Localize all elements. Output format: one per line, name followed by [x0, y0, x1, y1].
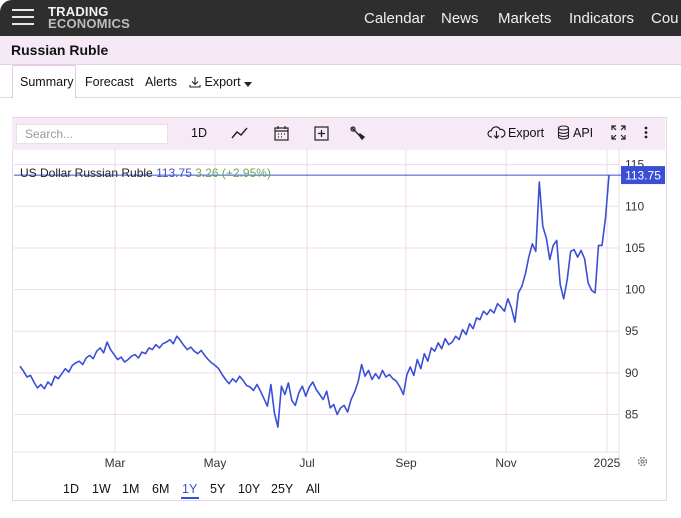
tab-alerts[interactable]: Alerts — [145, 75, 177, 89]
legend-series-name: US Dollar Russian Ruble — [20, 166, 153, 180]
range-1d[interactable]: 1D — [63, 482, 79, 496]
last-value-label: 113.75 — [625, 169, 661, 183]
tab-bar: Summary Forecast Alerts Export — [0, 65, 681, 99]
last-value-badge-bg — [621, 166, 665, 185]
x-tick-label: May — [204, 456, 227, 470]
tab-export-label: Export — [204, 75, 241, 89]
title-bar: Russian Ruble — [0, 36, 681, 65]
y-tick-label: 110 — [625, 199, 644, 213]
legend-price: 113.75 — [156, 166, 192, 180]
calendar-icon[interactable] — [274, 125, 289, 141]
y-tick-label: 105 — [625, 241, 645, 255]
tab-bar-divider — [0, 97, 681, 98]
active-range-underline — [181, 497, 199, 499]
range-25y[interactable]: 25Y — [271, 482, 294, 496]
y-tick-label: 95 — [625, 324, 639, 338]
legend-change: 3.26 (+2.95%) — [195, 166, 271, 180]
wrench-icon[interactable] — [350, 125, 365, 141]
range-1m[interactable]: 1M — [122, 482, 140, 496]
interval-button[interactable]: 1D — [191, 126, 207, 140]
tab-summary-box[interactable] — [12, 65, 76, 99]
trading-economics-logo[interactable]: TRADING ECONOMICS — [48, 4, 130, 31]
tab-forecast[interactable]: Forecast — [85, 75, 134, 89]
range-1y[interactable]: 1Y — [182, 482, 198, 496]
range-6m[interactable]: 6M — [152, 482, 170, 496]
x-axis-labels: Mar May Jul Sep Nov 2025 — [105, 456, 621, 470]
nav-link-countries[interactable]: Cou — [651, 10, 679, 27]
x-tick-label: 2025 — [594, 456, 621, 470]
y-tick-label: 100 — [625, 283, 645, 297]
nav-link-indicators[interactable]: Indicators — [569, 10, 635, 27]
x-tick-label: Sep — [395, 456, 417, 470]
y-tick-label: 90 — [625, 366, 639, 380]
top-navigation-bar: TRADING ECONOMICS Calendar News Markets … — [0, 0, 681, 36]
chart-panel — [12, 117, 667, 501]
cloud-download-icon[interactable] — [487, 125, 506, 140]
tab-export[interactable]: Export — [189, 75, 253, 89]
hamburger-menu-icon[interactable] — [12, 9, 34, 27]
x-tick-label: Nov — [495, 456, 516, 470]
range-10y[interactable]: 10Y — [238, 482, 261, 496]
tab-summary[interactable]: Summary — [20, 75, 74, 89]
grid-lines — [14, 150, 620, 470]
gear-icon[interactable] — [636, 455, 649, 468]
y-tick-label: 85 — [625, 408, 639, 422]
database-icon[interactable] — [557, 125, 570, 140]
logo-line-1: TRADING — [48, 4, 109, 19]
x-tick-label: Mar — [105, 456, 126, 470]
nav-link-news[interactable]: News — [441, 10, 479, 27]
range-all[interactable]: All — [306, 482, 320, 496]
fullscreen-icon[interactable] — [611, 125, 626, 140]
more-vertical-icon[interactable] — [643, 125, 649, 140]
logo-line-2: ECONOMICS — [48, 16, 130, 31]
search-input[interactable] — [16, 124, 168, 144]
series-line-usdrub — [19, 175, 610, 428]
caret-down-icon — [244, 82, 253, 87]
last-value-badge: 113.75 — [621, 166, 665, 185]
nav-link-calendar[interactable]: Calendar — [364, 10, 425, 27]
range-1w[interactable]: 1W — [92, 482, 111, 496]
line-chart-icon[interactable] — [231, 125, 249, 141]
toolbar-export-button[interactable]: Export — [508, 126, 545, 140]
x-tick-label: Jul — [299, 456, 314, 470]
chart-legend: US Dollar Russian Ruble 113.75 3.26 (+2.… — [20, 166, 271, 180]
api-button[interactable]: API — [573, 126, 594, 140]
range-5y[interactable]: 5Y — [210, 482, 226, 496]
page-title: Russian Ruble — [11, 42, 109, 58]
download-icon — [189, 77, 201, 88]
plus-box-icon[interactable] — [314, 125, 329, 141]
nav-link-markets[interactable]: Markets — [498, 10, 552, 27]
